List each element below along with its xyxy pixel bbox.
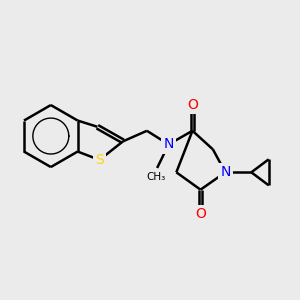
Text: CH₃: CH₃ [146,172,165,182]
Text: N: N [164,137,174,152]
Text: O: O [195,208,206,221]
Text: S: S [95,153,104,167]
Text: O: O [187,98,198,112]
Text: N: N [220,165,230,179]
